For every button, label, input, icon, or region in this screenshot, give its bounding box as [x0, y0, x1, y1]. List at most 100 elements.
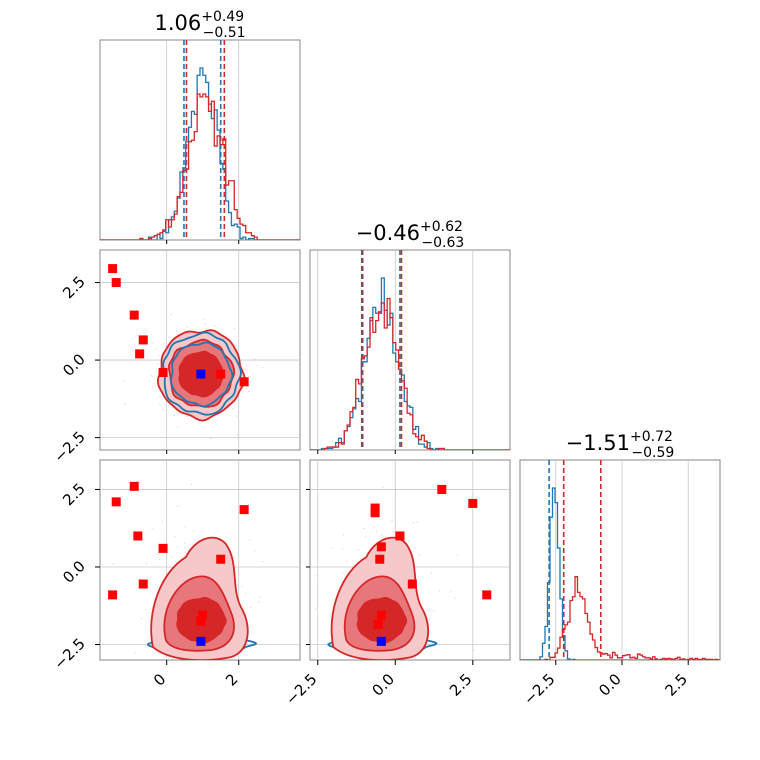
sample-dot — [170, 313, 172, 316]
sample-dot — [341, 572, 344, 574]
sample-dot — [414, 547, 416, 549]
sample-dot — [151, 342, 153, 345]
sample-dot — [198, 698, 199, 699]
sample-dot — [159, 395, 161, 398]
sample-dot — [407, 540, 409, 543]
sample-dot — [249, 539, 251, 541]
sample-dot — [382, 487, 384, 489]
sample-dot — [363, 527, 365, 530]
sample-dot — [382, 666, 383, 667]
title-value: 1.06 — [154, 11, 201, 35]
sample-dot — [418, 554, 420, 556]
sample-dot — [235, 345, 237, 347]
histogram-red — [100, 93, 300, 240]
sample-dot — [352, 661, 353, 662]
title-plus: +0.49 — [201, 9, 244, 25]
sample-dot — [391, 520, 393, 522]
histogram-title: −0.46+0.62 −0.63 — [356, 219, 465, 251]
sample-dot — [236, 415, 238, 417]
title-value: −0.46 — [356, 221, 420, 245]
sample-dot — [165, 346, 167, 348]
sample-dot — [258, 596, 261, 598]
histogram-panel-2: −1.51+0.72 −0.59 — [519, 429, 721, 661]
histogram-title: −1.51+0.72 −0.59 — [566, 429, 675, 461]
histogram-red — [310, 297, 510, 450]
red-square-marker — [138, 579, 148, 589]
sample-dot — [315, 608, 317, 610]
sample-dot — [112, 563, 115, 565]
x-tick-label: 0.0 — [595, 670, 625, 700]
sample-dot — [432, 610, 435, 612]
sample-dot — [261, 366, 264, 369]
x-tick-label: 0 — [150, 670, 169, 689]
sample-dot — [177, 426, 179, 428]
sample-dot — [225, 701, 226, 702]
x-tick-label: 2 — [222, 670, 241, 689]
sample-dot — [123, 379, 125, 382]
sample-dot — [245, 368, 247, 371]
blue-contour-mid — [170, 341, 234, 408]
sample-dot — [174, 536, 176, 538]
sample-dot — [164, 663, 165, 664]
sample-dot — [162, 409, 164, 411]
red-square-marker — [375, 554, 385, 564]
sample-dot — [412, 522, 414, 524]
sample-dot — [205, 328, 207, 330]
histogram-frame — [519, 459, 721, 661]
sample-dot — [151, 386, 154, 388]
sample-dot — [416, 521, 418, 523]
x-tick-label: −2.5 — [282, 670, 320, 708]
sample-dot — [398, 665, 399, 666]
y-tick-label: 2.5 — [59, 480, 89, 510]
y-tick-label: 0.0 — [59, 557, 89, 587]
sample-dot — [140, 617, 143, 620]
red-square-marker — [158, 367, 168, 377]
sample-dot — [238, 672, 239, 673]
blue-square-marker — [196, 636, 206, 646]
sample-dot — [341, 548, 344, 550]
red-square-marker — [133, 531, 143, 541]
blue-square-marker — [376, 636, 386, 646]
sample-dot — [155, 348, 157, 350]
sample-dot — [392, 531, 395, 533]
sample-dot — [159, 404, 161, 406]
sample-dot — [163, 343, 165, 345]
y-tick-label: −2.5 — [50, 635, 88, 673]
red-square-marker — [111, 497, 121, 507]
sample-dot — [150, 375, 153, 377]
red-square-marker — [395, 531, 405, 541]
sample-dot — [202, 665, 203, 666]
sample-dot — [190, 483, 193, 486]
sample-dot — [254, 358, 256, 361]
sample-dot — [158, 558, 160, 561]
sample-dot — [187, 704, 188, 705]
sample-dot — [168, 336, 171, 339]
sample-dot — [184, 526, 186, 528]
sample-dot — [241, 585, 243, 588]
sample-dot — [364, 535, 367, 537]
sample-dot — [249, 606, 252, 609]
red-square-marker — [239, 505, 249, 515]
sample-dot — [380, 534, 383, 536]
histogram-frame — [309, 249, 511, 451]
blue-square-marker — [196, 369, 206, 379]
x-tick-label: −2.5 — [520, 670, 558, 708]
sample-dot — [426, 609, 429, 611]
sample-dot — [254, 669, 255, 670]
sample-dot — [228, 661, 229, 662]
sample-dot — [204, 323, 206, 325]
red-square-marker — [198, 610, 208, 620]
sample-dot — [235, 694, 236, 695]
sample-dot — [430, 572, 433, 574]
title-value: −1.51 — [566, 431, 630, 455]
sample-dot — [250, 381, 252, 383]
sample-dot — [262, 561, 264, 563]
sample-dot — [254, 550, 256, 552]
y-tick-label: −2.5 — [50, 428, 88, 466]
sample-dot — [157, 363, 159, 365]
histogram-panel-1: −0.46+0.62 −0.63 — [309, 219, 511, 451]
contour-panel-contour-2-0 — [99, 459, 301, 705]
red-square-marker — [111, 278, 121, 288]
sample-dot — [151, 527, 153, 530]
